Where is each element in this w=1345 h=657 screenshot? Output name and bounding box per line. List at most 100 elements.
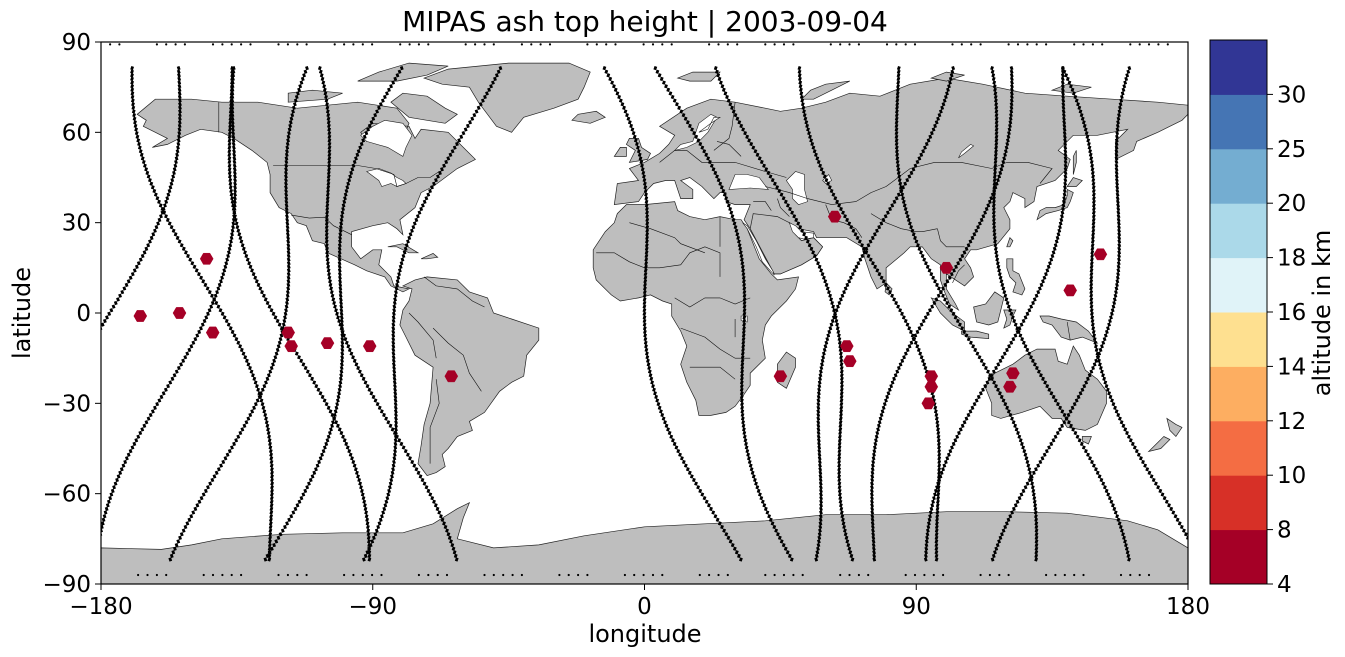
track-dot — [992, 232, 997, 237]
track-dot — [320, 76, 325, 82]
track-dot — [502, 573, 505, 577]
track-dot — [741, 268, 746, 273]
track-dot — [267, 438, 272, 443]
track-dot — [1058, 405, 1063, 410]
track-dot — [337, 246, 342, 251]
track-dot — [412, 221, 417, 226]
track-dot — [644, 203, 649, 208]
track-dot — [1107, 495, 1112, 501]
track-dot — [1116, 206, 1121, 212]
track-dot — [1000, 163, 1005, 168]
track-dot — [1004, 297, 1009, 302]
track-dot — [949, 271, 954, 277]
track-dot — [744, 441, 748, 447]
track-dot — [759, 495, 764, 501]
track-dot — [636, 145, 640, 150]
ash-point — [773, 370, 788, 383]
track-dot — [348, 174, 353, 179]
track-dot — [230, 43, 233, 46]
track-dot — [39, 543, 43, 547]
track-dot — [289, 116, 294, 121]
track-dot — [262, 293, 266, 298]
track-dot — [286, 235, 290, 241]
track-dot — [894, 145, 899, 150]
track-dot — [325, 438, 330, 443]
track-dot — [427, 573, 430, 577]
track-dot — [229, 91, 234, 96]
track-dot — [337, 271, 342, 277]
track-dot — [177, 130, 182, 136]
track-dot — [953, 315, 958, 320]
track-dot — [440, 167, 444, 172]
track-dot — [1063, 573, 1066, 577]
track-dot — [417, 43, 420, 46]
track-dot — [642, 300, 647, 306]
track-dot — [334, 308, 338, 313]
water-black-sea — [728, 174, 769, 190]
track-dot — [782, 43, 786, 46]
track-dot — [1027, 308, 1032, 313]
track-dot — [886, 391, 891, 396]
track-dot — [1071, 427, 1076, 432]
track-dot — [70, 377, 74, 381]
ash-point — [362, 340, 377, 353]
track-dot — [1025, 481, 1030, 486]
track-dot — [1091, 326, 1096, 331]
track-dot — [401, 445, 406, 450]
track-dot — [936, 495, 941, 501]
track-dot — [211, 43, 215, 46]
track-dot — [176, 138, 181, 143]
track-dot — [294, 351, 299, 356]
track-dot — [994, 123, 999, 129]
track-dot — [913, 340, 918, 345]
track-dot — [248, 264, 253, 269]
track-dot — [919, 322, 924, 327]
track-dot — [80, 359, 84, 363]
track-dot — [1114, 289, 1118, 295]
track-dot — [948, 80, 952, 85]
track-dot — [146, 573, 149, 577]
track-dot — [1002, 289, 1007, 295]
track-dot — [489, 84, 493, 89]
track-dot — [157, 217, 162, 223]
track-dot — [1056, 232, 1061, 237]
track-dot — [1061, 94, 1065, 100]
track-dot — [279, 333, 284, 338]
track-dot — [131, 109, 136, 114]
track-dot — [745, 448, 750, 454]
track-dot — [707, 503, 711, 508]
track-dot — [393, 409, 398, 414]
track-dot — [287, 130, 291, 136]
track-dot — [256, 387, 261, 392]
track-dot — [1109, 315, 1113, 320]
track-dot — [993, 239, 997, 244]
track-dot — [896, 167, 901, 172]
track-dot — [333, 409, 338, 414]
track-dot — [172, 373, 177, 378]
track-dot — [366, 528, 371, 533]
track-dot — [376, 524, 381, 530]
track-dot — [1090, 170, 1095, 176]
track-dot — [708, 573, 711, 577]
track-dot — [373, 398, 378, 403]
track-dot — [934, 528, 939, 533]
track-dot — [993, 87, 997, 92]
track-dot — [1086, 452, 1090, 457]
track-dot — [928, 510, 933, 515]
track-dot — [923, 365, 928, 371]
track-dot — [1124, 542, 1128, 548]
track-dot — [337, 268, 342, 273]
track-dot — [209, 304, 214, 309]
track-dot — [1023, 485, 1028, 490]
track-dot — [660, 412, 665, 418]
track-dot — [730, 214, 735, 219]
track-dot — [819, 503, 823, 508]
track-dot — [837, 336, 842, 342]
track-dot — [892, 376, 896, 381]
track-dot — [393, 394, 398, 400]
track-dot — [325, 105, 330, 110]
track-dot — [970, 405, 975, 410]
track-dot — [175, 152, 179, 157]
track-dot — [829, 188, 834, 194]
track-dot — [899, 185, 903, 190]
